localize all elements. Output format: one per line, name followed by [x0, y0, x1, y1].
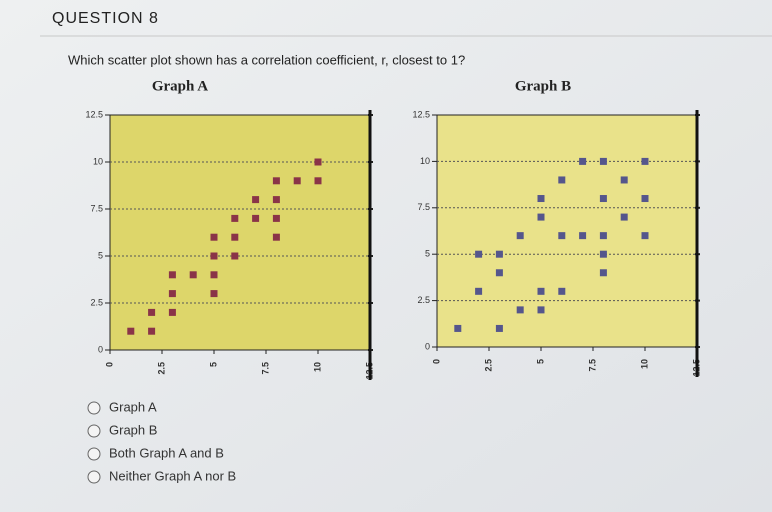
point	[314, 177, 322, 185]
point	[252, 196, 260, 204]
x-tick-label: 5	[535, 359, 545, 364]
point	[314, 158, 322, 166]
point	[641, 232, 649, 240]
point	[231, 252, 239, 260]
point	[272, 214, 280, 222]
radio-button[interactable]	[87, 401, 101, 415]
y-tick-label: 12.5	[85, 109, 103, 119]
y-tick-label: 7.5	[90, 203, 103, 213]
point	[189, 271, 197, 279]
option[interactable]: Graph B	[87, 422, 157, 438]
point	[558, 232, 566, 240]
x-tick-label: 0	[431, 359, 441, 364]
point	[641, 195, 649, 203]
point	[148, 308, 156, 316]
point	[537, 213, 545, 221]
point	[537, 306, 545, 314]
y-tick-label: 5	[425, 249, 430, 259]
y-tick-label: 0	[425, 341, 430, 351]
point	[537, 195, 545, 203]
options: Graph A Graph B Both Graph A and B Neither …	[87, 399, 236, 484]
point	[210, 252, 218, 260]
y-tick-label: 10	[420, 156, 430, 166]
point	[210, 290, 218, 298]
point	[168, 290, 176, 298]
x-tick-label: 2.5	[156, 362, 166, 375]
x-tick-label: 2.5	[483, 359, 493, 372]
chart-title: Graph B	[515, 78, 571, 94]
point	[252, 214, 260, 222]
radio-button[interactable]	[87, 447, 101, 461]
chart-title: Graph A	[152, 78, 208, 94]
point	[495, 250, 503, 258]
point	[537, 287, 545, 295]
y-tick-label: 5	[98, 250, 103, 260]
option[interactable]: Graph A	[87, 399, 157, 415]
point	[599, 157, 607, 165]
option-label[interactable]: Both Graph A and B	[109, 445, 224, 460]
point	[231, 233, 239, 241]
point	[516, 232, 524, 240]
y-tick-label: 2.5	[90, 297, 103, 307]
point	[272, 177, 280, 185]
radio-button[interactable]	[87, 424, 101, 438]
point	[454, 324, 462, 332]
x-tick-label: 0	[104, 362, 114, 367]
radio-button[interactable]	[87, 470, 101, 484]
y-tick-label: 2.5	[417, 295, 430, 305]
y-tick-label: 0	[98, 344, 103, 354]
point	[558, 176, 566, 184]
x-tick-label: 10	[639, 359, 649, 369]
point	[579, 232, 587, 240]
point	[475, 287, 483, 295]
y-tick-label: 12.5	[412, 109, 430, 119]
x-tick-label: 7.5	[260, 362, 270, 375]
option[interactable]: Both Graph A and B	[87, 445, 224, 461]
point	[599, 232, 607, 240]
point	[168, 308, 176, 316]
option-label[interactable]: Neither Graph A nor B	[109, 468, 236, 483]
point	[599, 195, 607, 203]
option-label[interactable]: Graph A	[109, 399, 157, 414]
point	[516, 306, 524, 314]
point	[620, 213, 628, 221]
point	[272, 233, 280, 241]
point	[599, 250, 607, 258]
point	[210, 271, 218, 279]
point	[599, 269, 607, 277]
point	[579, 157, 587, 165]
question-header: QUESTION 8	[52, 10, 159, 27]
point	[620, 176, 628, 184]
plot-area	[436, 114, 698, 348]
x-tick-label: 10	[312, 362, 322, 372]
point	[272, 196, 280, 204]
point	[127, 327, 135, 335]
point	[558, 287, 566, 295]
point	[168, 271, 176, 279]
point	[475, 250, 483, 258]
y-tick-label: 10	[93, 156, 103, 166]
option[interactable]: Neither Graph A nor B	[87, 468, 236, 484]
point	[495, 269, 503, 277]
point	[148, 327, 156, 335]
question-text: Which scatter plot shown has a correlati…	[68, 52, 465, 67]
x-tick-label: 7.5	[587, 359, 597, 372]
point	[495, 324, 503, 332]
point	[641, 157, 649, 165]
y-tick-label: 7.5	[417, 202, 430, 212]
point	[293, 177, 301, 185]
option-label[interactable]: Graph B	[109, 422, 157, 437]
point	[231, 214, 239, 222]
point	[210, 233, 218, 241]
x-tick-label: 5	[208, 362, 218, 367]
